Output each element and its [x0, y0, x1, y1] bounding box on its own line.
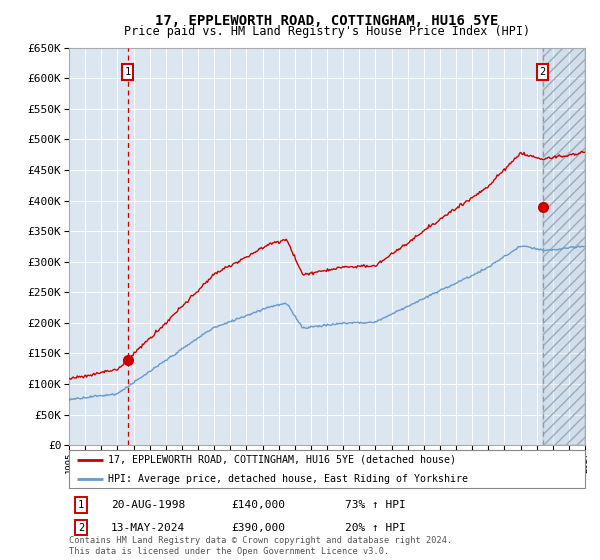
- Text: 73% ↑ HPI: 73% ↑ HPI: [345, 500, 406, 510]
- FancyBboxPatch shape: [69, 450, 585, 488]
- Text: £140,000: £140,000: [231, 500, 285, 510]
- Text: 2: 2: [539, 67, 545, 77]
- Text: 17, EPPLEWORTH ROAD, COTTINGHAM, HU16 5YE: 17, EPPLEWORTH ROAD, COTTINGHAM, HU16 5Y…: [155, 14, 499, 28]
- Text: Price paid vs. HM Land Registry's House Price Index (HPI): Price paid vs. HM Land Registry's House …: [124, 25, 530, 38]
- Text: Contains HM Land Registry data © Crown copyright and database right 2024.
This d: Contains HM Land Registry data © Crown c…: [69, 536, 452, 556]
- Text: 1: 1: [78, 500, 84, 510]
- Text: 2: 2: [78, 522, 84, 533]
- Text: HPI: Average price, detached house, East Riding of Yorkshire: HPI: Average price, detached house, East…: [108, 474, 468, 484]
- Text: 20% ↑ HPI: 20% ↑ HPI: [345, 522, 406, 533]
- Text: £390,000: £390,000: [231, 522, 285, 533]
- Text: 1: 1: [125, 67, 131, 77]
- Text: 13-MAY-2024: 13-MAY-2024: [111, 522, 185, 533]
- Text: 20-AUG-1998: 20-AUG-1998: [111, 500, 185, 510]
- Bar: [542, 48, 585, 445]
- Bar: [542, 48, 585, 445]
- Text: 17, EPPLEWORTH ROAD, COTTINGHAM, HU16 5YE (detached house): 17, EPPLEWORTH ROAD, COTTINGHAM, HU16 5Y…: [108, 455, 456, 465]
